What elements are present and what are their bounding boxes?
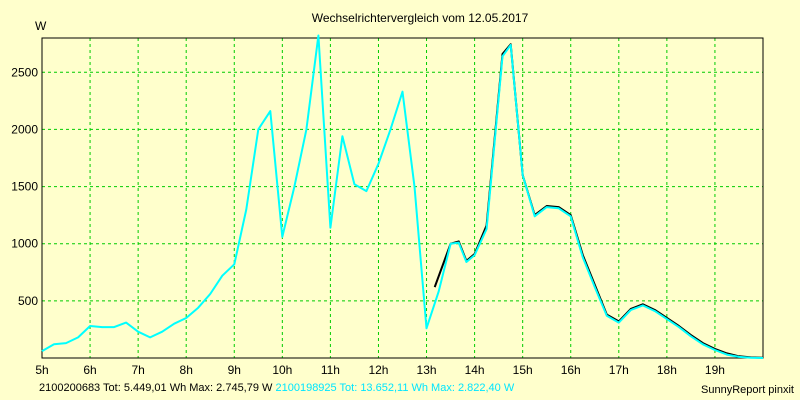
x-tick-label: 11h — [321, 363, 340, 377]
y-tick-label: 1000 — [11, 237, 38, 251]
x-tick-label: 7h — [131, 363, 144, 377]
y-axis-unit-label: W — [35, 19, 47, 33]
y-tick-label: 2000 — [11, 122, 38, 136]
series-line-1 — [433, 43, 764, 359]
brand-label: SunnyReport pinxit — [701, 384, 794, 396]
grid-lines — [42, 38, 763, 358]
x-axis-tick-labels: 5h 6h 7h 8h 9h 10h 11h 12h 13h 14h 15h 16h 17h 18h 19h — [35, 363, 725, 377]
legend-series-2-stats: Tot: 13.652,11 Wh Max: 2.822,40 W — [339, 382, 515, 394]
legend-series-1-stats: Tot: 5.449,01 Wh Max: 2.745,79 W — [103, 382, 273, 394]
series-line-2 — [41, 34, 764, 359]
x-tick-label: 18h — [657, 363, 677, 377]
y-tick-label: 500 — [18, 294, 38, 308]
x-tick-label: 12h — [368, 363, 388, 377]
series-lines — [41, 34, 764, 359]
x-tick-label: 17h — [609, 363, 629, 377]
legend-series-1-id: 2100200683 — [39, 382, 101, 394]
x-tick-label: 10h — [272, 363, 292, 377]
x-tick-label: 13h — [417, 363, 437, 377]
chart-title: Wechselrichtervergleich vom 12.05.2017 — [312, 11, 529, 25]
x-tick-label: 15h — [513, 363, 533, 377]
y-tick-label: 1500 — [11, 180, 38, 194]
x-tick-label: 16h — [561, 363, 581, 377]
y-axis-tick-labels: 500 1000 1500 2000 2500 — [11, 65, 38, 308]
x-tick-label: 5h — [35, 363, 48, 377]
footer-legend: 2100200683 Tot: 5.449,01 Wh Max: 2.745,7… — [39, 382, 514, 394]
x-tick-label: 9h — [228, 363, 241, 377]
legend-series-2-id: 2100198925 — [275, 382, 337, 394]
x-tick-label: 19h — [705, 363, 725, 377]
x-tick-label: 8h — [180, 363, 193, 377]
x-tick-label: 14h — [465, 363, 485, 377]
y-tick-label: 2500 — [11, 65, 38, 79]
plot-area — [41, 37, 764, 359]
x-tick-label: 6h — [83, 363, 96, 377]
